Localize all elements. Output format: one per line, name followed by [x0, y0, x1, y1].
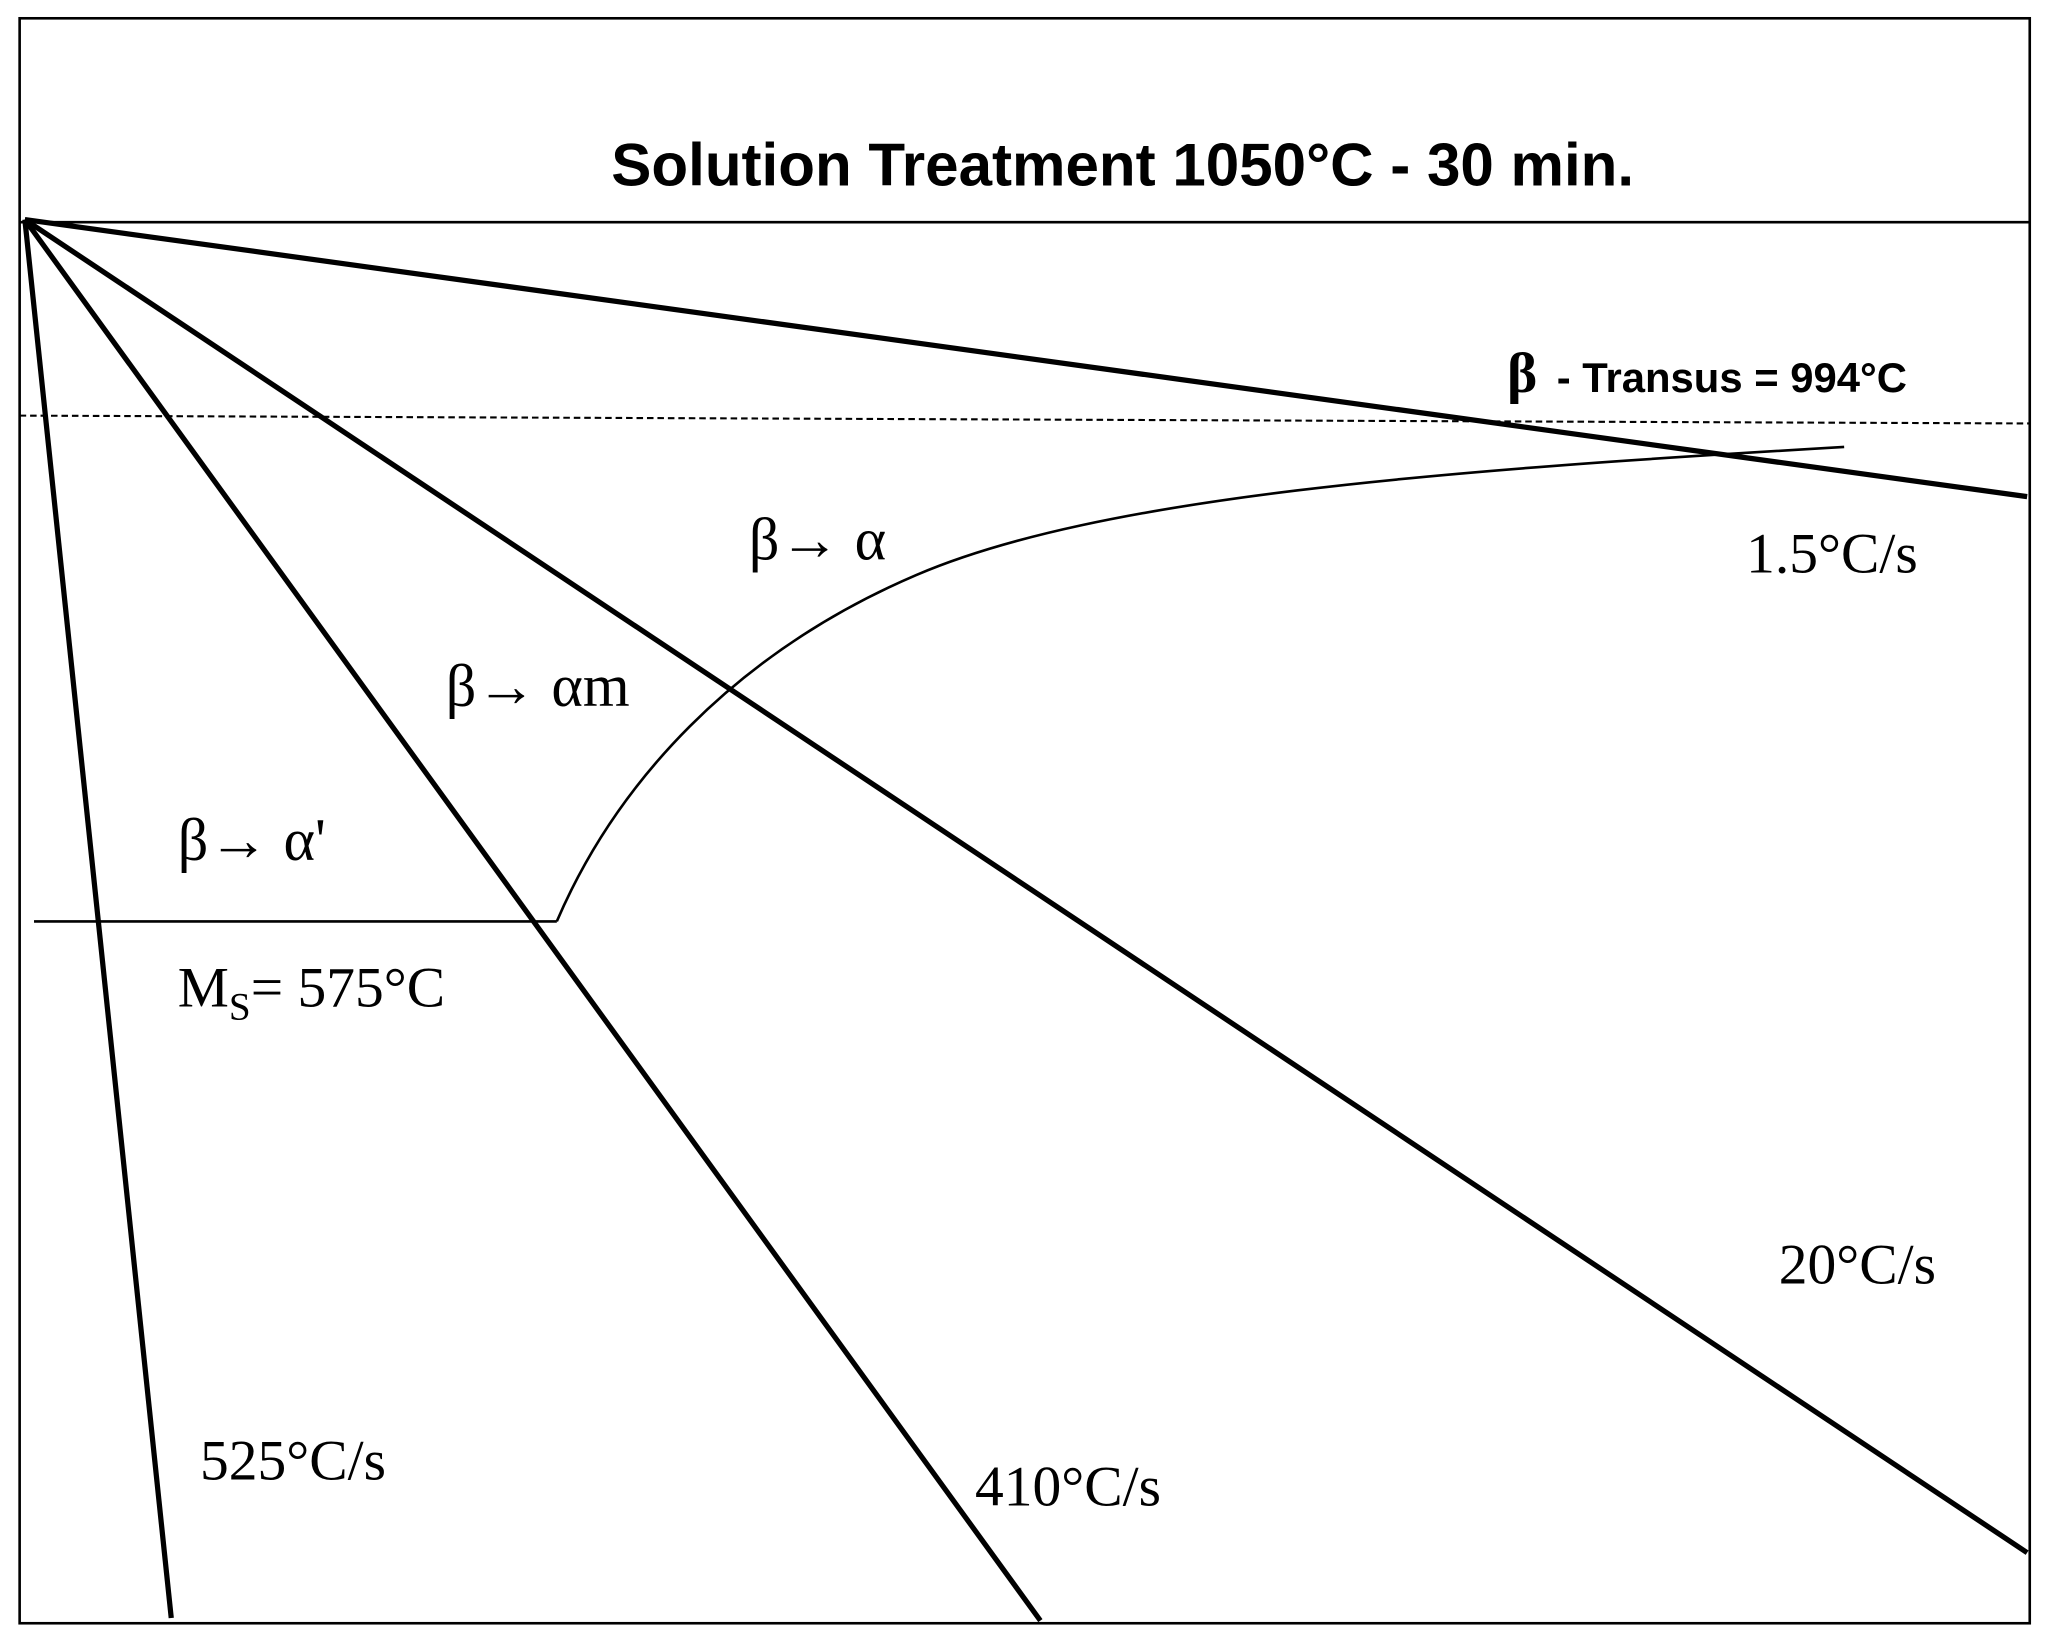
region-label: β→ α': [178, 807, 326, 874]
rate-label: 20°C/s: [1779, 1233, 1936, 1296]
frame: [18, 16, 2032, 1625]
title: Solution Treatment 1050°C - 30 min.: [611, 132, 1634, 199]
ms-label: MS= 575°C: [178, 956, 445, 1028]
ms-rest: = 575°C: [251, 956, 445, 1019]
rate-label: 525°C/s: [200, 1429, 386, 1492]
ms-main: M: [178, 956, 229, 1019]
transus-line: [19, 414, 2030, 425]
cooling-line: [22, 219, 174, 1619]
region-label: β→ αm: [446, 653, 630, 720]
ms-subscript: S: [229, 985, 251, 1028]
transformation-curve: [555, 445, 1845, 922]
region-label: β→ α: [749, 506, 886, 573]
cooling-line: [23, 217, 2029, 1555]
transus-text: - Transus = 994°C: [1557, 354, 1907, 401]
rate-label: 410°C/s: [975, 1456, 1161, 1519]
transus-label: β - Transus = 994°C: [1507, 342, 1907, 405]
rate-label: 1.5°C/s: [1746, 522, 1918, 585]
transus-symbol: β: [1507, 342, 1537, 405]
cooling-line: [24, 216, 2028, 500]
